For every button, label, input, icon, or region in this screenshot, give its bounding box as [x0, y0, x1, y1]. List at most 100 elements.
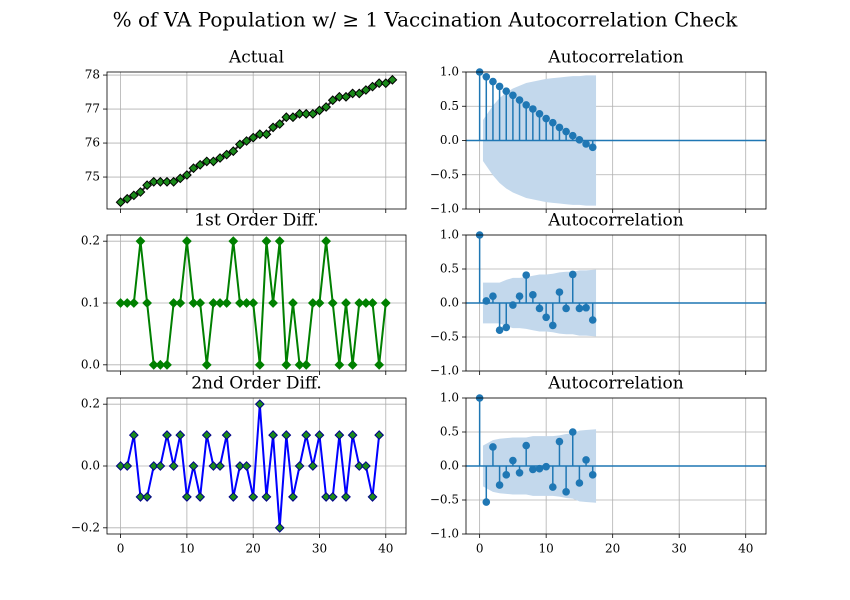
diamond-marker — [360, 298, 371, 308]
acf-marker — [568, 131, 577, 140]
diamond-marker — [248, 492, 259, 502]
acf-marker — [575, 479, 584, 487]
acf-marker — [489, 443, 497, 451]
diamond-marker — [195, 492, 206, 502]
diamond-marker — [235, 298, 245, 308]
diamond-marker — [148, 176, 159, 187]
acf-marker — [529, 291, 537, 299]
diamond-marker — [241, 461, 252, 471]
x-tick-label: 0 — [117, 542, 125, 556]
diamond-marker — [188, 461, 199, 471]
diamond-marker — [367, 81, 378, 92]
diamond-marker — [181, 492, 192, 502]
diamond-marker — [380, 78, 391, 89]
diamond-marker — [268, 122, 278, 133]
subplot: Autocorrelation 0 10 20 30 40 −1.0 −0.5 0.0 0.5 1.… — [430, 374, 767, 556]
diamond-marker — [175, 430, 186, 440]
diamond-marker — [314, 105, 325, 116]
subplot-title: Autocorrelation — [547, 211, 683, 231]
acf-marker — [522, 441, 530, 450]
diamond-marker — [307, 108, 318, 119]
axes-frame — [106, 397, 407, 535]
diamond-marker — [288, 492, 298, 502]
diamond-marker — [135, 236, 146, 247]
acf-marker — [509, 301, 517, 309]
diamond-marker — [268, 430, 278, 440]
diamond-marker — [128, 298, 139, 308]
subplot: Actual 75 76 77 78 — [85, 48, 407, 213]
diamond-marker — [228, 146, 239, 157]
acf-marker — [575, 136, 584, 144]
axes-frame — [106, 71, 407, 210]
acf-marker — [502, 87, 511, 95]
acf-marker — [555, 123, 564, 132]
x-tick-label: 40 — [738, 542, 753, 556]
diamond-marker — [334, 359, 345, 370]
diamond-marker — [341, 492, 351, 502]
diamond-marker — [274, 522, 285, 533]
diamond-marker — [128, 430, 139, 440]
diamond-marker — [155, 176, 166, 187]
diamond-marker — [248, 132, 259, 143]
diamond-marker — [367, 492, 378, 502]
acf-marker — [562, 488, 570, 496]
diamond-marker — [307, 461, 318, 471]
acf-marker — [555, 437, 564, 446]
diamond-marker — [354, 461, 365, 471]
diamond-marker — [367, 298, 378, 308]
diamond-marker — [288, 112, 298, 123]
diamond-marker — [374, 359, 385, 370]
diamond-marker — [195, 159, 206, 170]
acf-marker — [509, 91, 517, 100]
diamond-marker — [162, 176, 172, 187]
diamond-marker — [128, 190, 139, 201]
y-tick-label: 0.5 — [440, 262, 459, 276]
acf-marker — [482, 72, 491, 81]
subplot: 1st Order Diff. 0.0 0.1 0.2 — [81, 211, 407, 375]
acf-marker — [489, 77, 497, 86]
acf-marker — [582, 303, 590, 312]
acf-marker — [522, 101, 530, 109]
diamond-marker — [208, 156, 219, 167]
acf-marker — [502, 471, 511, 479]
diamond-marker — [307, 298, 318, 308]
acf-marker — [575, 304, 584, 313]
diamond-marker — [374, 78, 385, 89]
acf-marker — [482, 297, 491, 305]
diamond-marker — [215, 461, 225, 471]
diamond-marker — [301, 430, 312, 440]
diamond-marker — [360, 85, 371, 95]
acf-marker — [568, 428, 577, 436]
diamond-marker — [201, 156, 212, 167]
diamond-marker — [201, 430, 212, 440]
diamond-marker — [175, 173, 186, 184]
y-tick-label: 0.1 — [81, 296, 100, 310]
diamond-marker — [148, 359, 159, 370]
acf-marker — [515, 292, 524, 301]
acf-marker — [588, 143, 597, 152]
acf-marker — [568, 270, 577, 279]
diamond-marker — [288, 298, 298, 308]
diamond-marker — [254, 359, 265, 370]
diamond-marker — [135, 187, 146, 197]
diamond-marker — [314, 298, 325, 308]
diamond-marker — [142, 180, 153, 191]
x-tick-label: 20 — [246, 542, 261, 556]
acf-marker — [542, 114, 550, 123]
acf-marker — [522, 271, 530, 279]
y-tick-label: 0.5 — [440, 99, 459, 113]
diamond-marker — [354, 88, 365, 99]
diamond-marker — [221, 149, 232, 160]
diamond-marker — [294, 461, 305, 471]
diamond-marker — [354, 298, 365, 308]
diamond-marker — [208, 461, 219, 471]
y-tick-label: 0.0 — [440, 296, 459, 310]
diamond-marker — [261, 492, 272, 502]
figure-title: % of VA Population w/ ≥ 1 Vaccination Au… — [113, 8, 739, 32]
subplot-title: Autocorrelation — [547, 48, 683, 68]
diamond-marker — [281, 112, 292, 123]
diamond-marker — [341, 91, 351, 102]
diamond-marker — [208, 298, 219, 308]
axes-frame — [106, 234, 407, 372]
diamond-marker — [115, 197, 126, 208]
